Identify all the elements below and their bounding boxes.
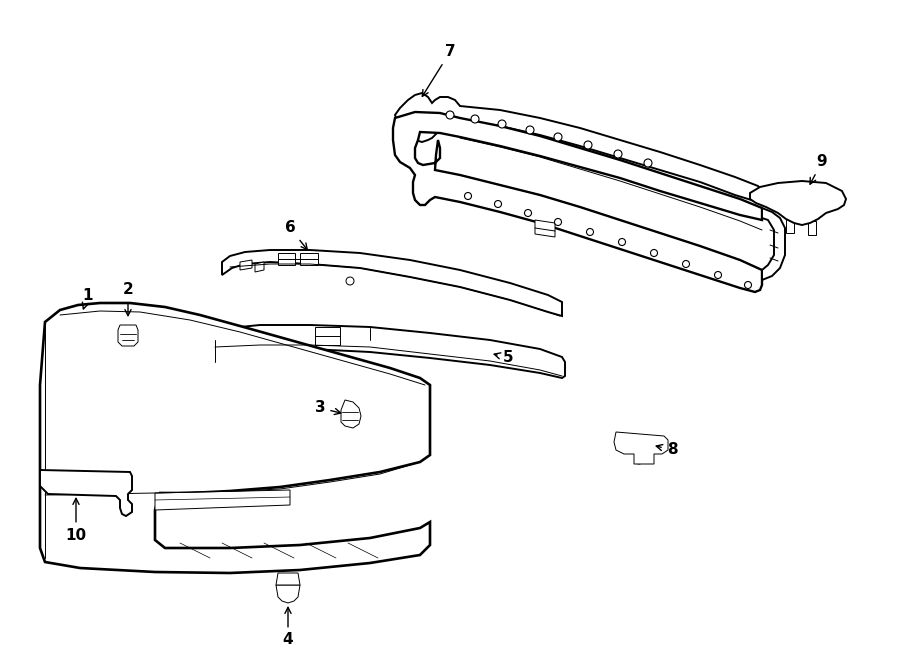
Polygon shape <box>395 93 762 202</box>
Polygon shape <box>278 253 295 265</box>
Polygon shape <box>208 325 565 378</box>
Text: 2: 2 <box>122 282 133 316</box>
Circle shape <box>498 120 506 128</box>
Circle shape <box>644 159 652 167</box>
Polygon shape <box>750 181 846 225</box>
Polygon shape <box>808 221 816 235</box>
Polygon shape <box>40 470 132 516</box>
Polygon shape <box>315 327 340 345</box>
Text: 7: 7 <box>422 44 455 97</box>
Polygon shape <box>240 260 252 270</box>
Circle shape <box>744 282 752 288</box>
Circle shape <box>283 588 293 598</box>
Circle shape <box>526 126 534 134</box>
Text: 9: 9 <box>810 155 827 184</box>
Circle shape <box>614 150 622 158</box>
Circle shape <box>682 260 689 268</box>
Circle shape <box>587 229 593 235</box>
Polygon shape <box>341 400 361 428</box>
Circle shape <box>346 277 354 285</box>
Text: 1: 1 <box>83 288 94 309</box>
Text: 10: 10 <box>66 498 86 543</box>
Polygon shape <box>276 573 300 585</box>
Circle shape <box>637 437 647 447</box>
Text: 8: 8 <box>656 442 678 457</box>
Text: 6: 6 <box>284 221 307 250</box>
Polygon shape <box>222 250 562 316</box>
Circle shape <box>471 115 479 123</box>
Polygon shape <box>535 220 555 237</box>
Text: 5: 5 <box>494 350 513 366</box>
Circle shape <box>554 133 562 141</box>
Circle shape <box>464 192 472 200</box>
Circle shape <box>618 239 626 245</box>
Polygon shape <box>786 219 794 233</box>
Polygon shape <box>255 262 264 272</box>
Circle shape <box>651 249 658 256</box>
Polygon shape <box>40 303 430 573</box>
Circle shape <box>584 141 592 149</box>
Circle shape <box>525 210 532 217</box>
Text: 3: 3 <box>315 401 341 416</box>
Polygon shape <box>393 112 762 292</box>
Circle shape <box>715 272 722 278</box>
Polygon shape <box>276 585 300 603</box>
Circle shape <box>635 456 643 464</box>
Circle shape <box>554 219 562 225</box>
Polygon shape <box>155 490 290 510</box>
Polygon shape <box>208 340 222 362</box>
Circle shape <box>446 111 454 119</box>
Polygon shape <box>300 253 318 265</box>
Polygon shape <box>118 325 138 346</box>
Circle shape <box>494 200 501 208</box>
Polygon shape <box>614 432 668 464</box>
Text: 4: 4 <box>283 607 293 648</box>
Polygon shape <box>762 208 785 280</box>
